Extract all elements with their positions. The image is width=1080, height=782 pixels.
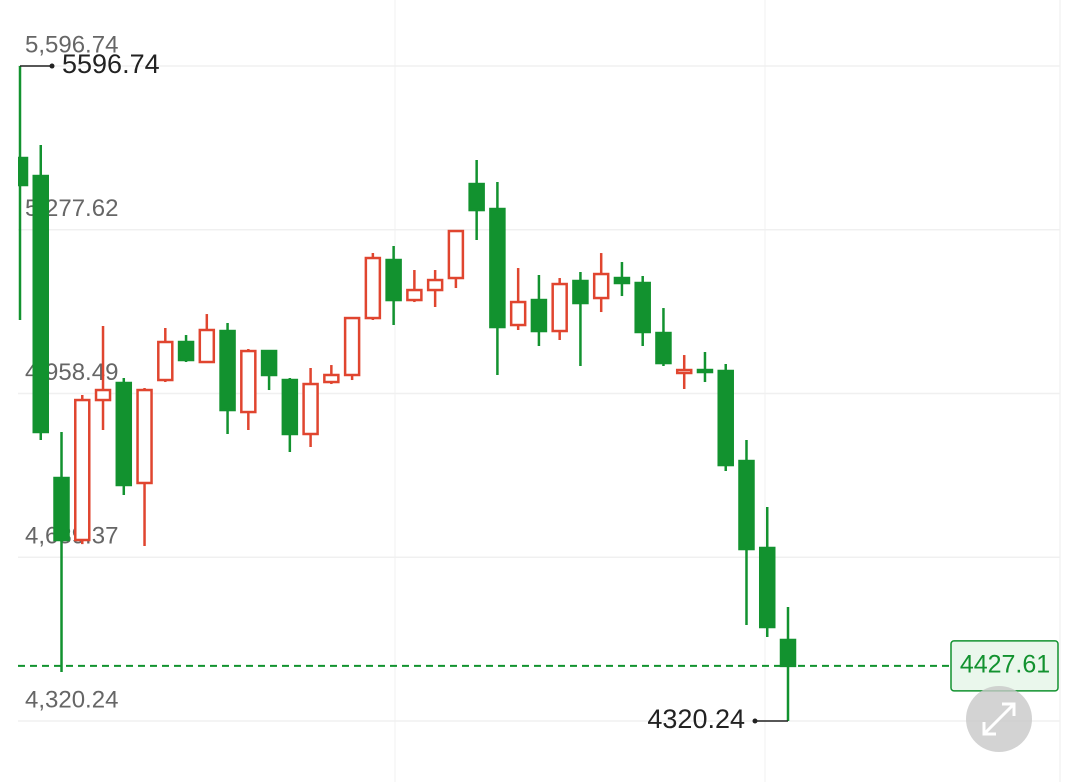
candle-body <box>198 328 216 364</box>
candle-body <box>94 388 112 402</box>
candle-body <box>240 349 257 414</box>
candle-body <box>509 300 527 327</box>
candle-body <box>572 279 589 305</box>
min-marker-dot <box>752 718 758 724</box>
candle-body <box>177 340 195 362</box>
candle-body <box>655 331 672 365</box>
candle-body <box>219 329 236 412</box>
candle-body <box>717 369 734 467</box>
min-marker-label: 4320.24 <box>647 704 745 734</box>
candle-body <box>53 476 70 542</box>
last-price-label: 4427.61 <box>960 650 1050 678</box>
expand-icon <box>982 702 1016 736</box>
y-tick-label: 4,639.37 <box>25 523 118 550</box>
candle-body <box>426 278 444 292</box>
candle-body <box>406 288 423 302</box>
candle-body <box>157 340 174 382</box>
candle-body <box>758 546 776 629</box>
candle-body <box>447 229 465 280</box>
candle-body <box>136 388 153 485</box>
y-tick-label: 5,596.74 <box>25 31 118 58</box>
candle-body <box>18 156 29 187</box>
expand-button[interactable] <box>966 686 1032 752</box>
candle-body <box>634 281 651 334</box>
candle-body <box>738 459 755 551</box>
max-marker-label: 5596.74 <box>62 49 160 79</box>
candle-body <box>530 298 548 333</box>
candle-body <box>115 381 133 487</box>
candle-body <box>32 174 50 434</box>
candle-body <box>696 368 714 374</box>
y-tick-label: 4,320.24 <box>25 686 118 713</box>
overlay: 5596.74 4320.24 4427.61 <box>18 49 1059 734</box>
candle-body <box>489 207 506 329</box>
candle-body <box>468 182 485 212</box>
candle-body <box>613 276 631 285</box>
candle-body <box>385 258 402 302</box>
candle-body <box>323 373 340 384</box>
candle-body <box>551 282 568 333</box>
candle-body <box>281 378 299 436</box>
candle-body <box>675 368 693 375</box>
candle-body <box>343 316 361 377</box>
candles <box>18 66 797 721</box>
candle-body <box>260 349 278 377</box>
candle-body <box>74 398 91 542</box>
candle-body <box>779 638 797 668</box>
candle-body <box>302 382 319 436</box>
candle-body <box>592 272 610 300</box>
candle-body <box>364 256 382 320</box>
max-marker-dot <box>49 63 55 69</box>
